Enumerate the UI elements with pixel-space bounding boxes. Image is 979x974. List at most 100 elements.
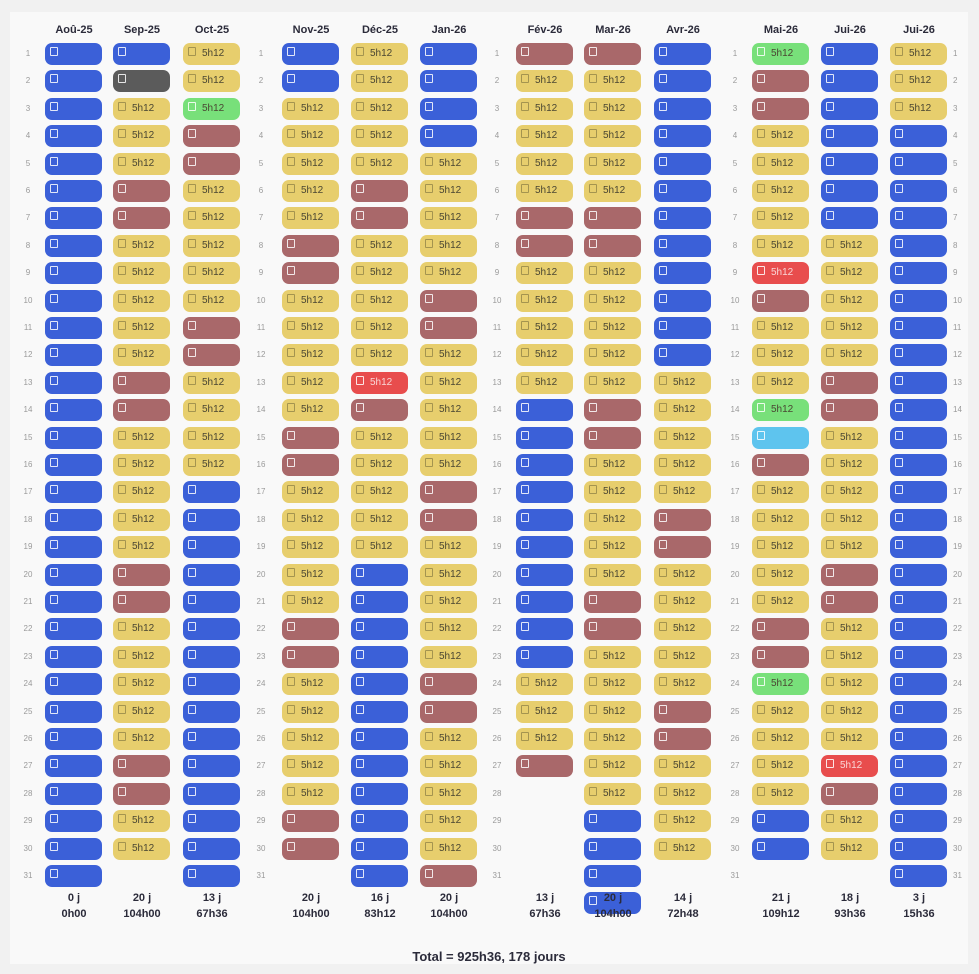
shift-cell[interactable]: 5h12 bbox=[282, 591, 339, 613]
shift-cell[interactable] bbox=[584, 43, 641, 65]
shift-cell[interactable]: 5h12 bbox=[113, 234, 170, 257]
shift-cell[interactable] bbox=[45, 97, 102, 120]
shift-cell[interactable]: 5h12 bbox=[113, 618, 170, 641]
shift-cell[interactable] bbox=[45, 43, 102, 65]
shift-cell[interactable]: 5h12 bbox=[752, 207, 809, 230]
shift-cell[interactable]: 5h12 bbox=[752, 317, 809, 339]
shift-cell[interactable] bbox=[282, 618, 339, 641]
shift-cell[interactable]: 5h12 bbox=[113, 700, 170, 723]
shift-cell[interactable] bbox=[183, 591, 240, 613]
shift-cell[interactable] bbox=[113, 782, 170, 805]
shift-cell[interactable] bbox=[516, 399, 573, 422]
shift-cell[interactable] bbox=[183, 755, 240, 778]
shift-cell[interactable] bbox=[654, 125, 711, 148]
shift-cell[interactable] bbox=[584, 591, 641, 613]
shift-cell[interactable] bbox=[282, 837, 339, 860]
shift-cell[interactable]: 5h12 bbox=[113, 426, 170, 449]
shift-cell[interactable]: 5h12 bbox=[420, 180, 477, 202]
shift-cell[interactable] bbox=[183, 837, 240, 860]
shift-cell[interactable] bbox=[516, 563, 573, 586]
shift-cell[interactable] bbox=[516, 207, 573, 230]
shift-cell[interactable]: 5h12 bbox=[821, 426, 878, 449]
shift-cell[interactable]: 5h12 bbox=[821, 810, 878, 833]
shift-cell[interactable] bbox=[890, 700, 947, 723]
shift-cell[interactable] bbox=[890, 152, 947, 175]
shift-cell[interactable] bbox=[752, 289, 809, 312]
shift-cell[interactable]: 5h12 bbox=[282, 536, 339, 559]
shift-cell[interactable]: 5h12 bbox=[113, 837, 170, 860]
shift-cell[interactable] bbox=[821, 70, 878, 93]
shift-cell[interactable]: 5h12 bbox=[516, 180, 573, 202]
shift-cell[interactable] bbox=[654, 152, 711, 175]
shift-cell[interactable]: 5h12 bbox=[183, 371, 240, 394]
shift-cell[interactable]: 5h12 bbox=[420, 207, 477, 230]
shift-cell[interactable] bbox=[45, 317, 102, 339]
shift-cell[interactable] bbox=[420, 317, 477, 339]
shift-cell[interactable] bbox=[45, 481, 102, 504]
shift-cell[interactable]: 5h12 bbox=[752, 563, 809, 586]
shift-cell[interactable] bbox=[351, 700, 408, 723]
shift-cell[interactable]: 5h12 bbox=[351, 481, 408, 504]
shift-cell[interactable]: 5h12 bbox=[654, 371, 711, 394]
shift-cell[interactable] bbox=[821, 43, 878, 65]
shift-cell[interactable] bbox=[752, 810, 809, 833]
shift-cell[interactable]: 5h12 bbox=[113, 508, 170, 531]
shift-cell[interactable]: 5h12 bbox=[351, 70, 408, 93]
shift-cell[interactable]: 5h12 bbox=[282, 563, 339, 586]
shift-cell[interactable]: 5h12 bbox=[821, 234, 878, 257]
shift-cell[interactable] bbox=[752, 97, 809, 120]
shift-cell[interactable]: 5h12 bbox=[113, 317, 170, 339]
shift-cell[interactable]: 5h12 bbox=[752, 399, 809, 422]
shift-cell[interactable] bbox=[45, 618, 102, 641]
shift-cell[interactable]: 5h12 bbox=[821, 262, 878, 285]
shift-cell[interactable]: 5h12 bbox=[752, 591, 809, 613]
shift-cell[interactable]: 5h12 bbox=[113, 645, 170, 668]
shift-cell[interactable]: 5h12 bbox=[420, 454, 477, 476]
shift-cell[interactable]: 5h12 bbox=[113, 810, 170, 833]
shift-cell[interactable] bbox=[45, 152, 102, 175]
shift-cell[interactable]: 5h12 bbox=[282, 399, 339, 422]
shift-cell[interactable] bbox=[45, 426, 102, 449]
shift-cell[interactable]: 5h12 bbox=[654, 645, 711, 668]
shift-cell[interactable] bbox=[890, 426, 947, 449]
shift-cell[interactable]: 5h12 bbox=[821, 481, 878, 504]
shift-cell[interactable] bbox=[890, 536, 947, 559]
shift-cell[interactable]: 5h12 bbox=[420, 645, 477, 668]
shift-cell[interactable]: 5h12 bbox=[516, 371, 573, 394]
shift-cell[interactable] bbox=[113, 207, 170, 230]
shift-cell[interactable]: 5h12 bbox=[282, 97, 339, 120]
shift-cell[interactable] bbox=[45, 645, 102, 668]
shift-cell[interactable]: 5h12 bbox=[654, 563, 711, 586]
shift-cell[interactable] bbox=[752, 618, 809, 641]
shift-cell[interactable]: 5h12 bbox=[183, 180, 240, 202]
shift-cell[interactable]: 5h12 bbox=[351, 536, 408, 559]
shift-cell[interactable]: 5h12 bbox=[890, 70, 947, 93]
shift-cell[interactable] bbox=[654, 180, 711, 202]
shift-cell[interactable]: 5h12 bbox=[282, 700, 339, 723]
shift-cell[interactable] bbox=[890, 645, 947, 668]
shift-cell[interactable] bbox=[282, 426, 339, 449]
shift-cell[interactable]: 5h12 bbox=[183, 426, 240, 449]
shift-cell[interactable] bbox=[45, 371, 102, 394]
shift-cell[interactable]: 5h12 bbox=[351, 152, 408, 175]
shift-cell[interactable]: 5h12 bbox=[282, 782, 339, 805]
shift-cell[interactable] bbox=[351, 645, 408, 668]
shift-cell[interactable] bbox=[45, 207, 102, 230]
shift-cell[interactable]: 5h12 bbox=[113, 289, 170, 312]
shift-cell[interactable] bbox=[183, 508, 240, 531]
shift-cell[interactable] bbox=[282, 454, 339, 476]
shift-cell[interactable] bbox=[420, 43, 477, 65]
shift-cell[interactable] bbox=[821, 563, 878, 586]
shift-cell[interactable]: 5h12 bbox=[351, 289, 408, 312]
shift-cell[interactable]: 5h12 bbox=[752, 536, 809, 559]
shift-cell[interactable] bbox=[584, 234, 641, 257]
shift-cell[interactable]: 5h12 bbox=[420, 371, 477, 394]
shift-cell[interactable] bbox=[113, 399, 170, 422]
shift-cell[interactable] bbox=[890, 454, 947, 476]
shift-cell[interactable] bbox=[282, 234, 339, 257]
shift-cell[interactable]: 5h12 bbox=[420, 536, 477, 559]
shift-cell[interactable]: 5h12 bbox=[821, 755, 878, 778]
shift-cell[interactable] bbox=[821, 591, 878, 613]
shift-cell[interactable]: 5h12 bbox=[420, 344, 477, 367]
shift-cell[interactable]: 5h12 bbox=[584, 289, 641, 312]
